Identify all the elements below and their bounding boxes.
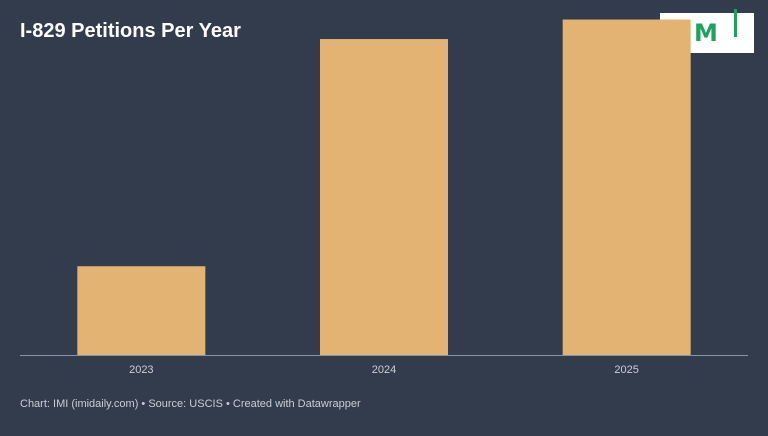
x-tick-label-2024: 2024 [372, 364, 396, 376]
logo-letter: M [694, 19, 718, 47]
bar-2024[interactable] [320, 39, 448, 356]
x-tick-label-2025: 2025 [614, 364, 638, 376]
chart-footer: Chart: IMI (imidaily.com) • Source: USCI… [20, 398, 361, 410]
logo-right-bar-icon [734, 9, 737, 37]
bar-2023[interactable] [77, 266, 206, 355]
chart-title: I-829 Petitions Per Year [20, 20, 241, 42]
x-tick-label-2023: 2023 [129, 364, 153, 376]
bar-2025[interactable] [562, 19, 691, 356]
